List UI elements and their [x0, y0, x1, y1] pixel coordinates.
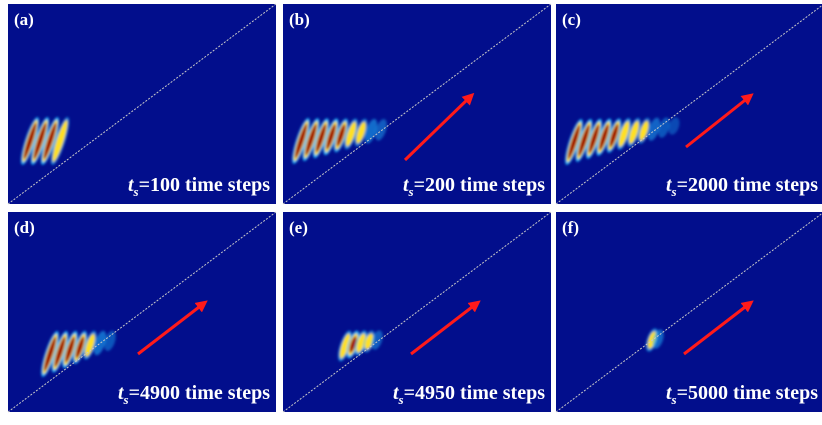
panel-label: (d)	[14, 218, 35, 237]
fringe-outer	[104, 330, 116, 351]
caption-symbol: t	[128, 174, 135, 196]
panel-background	[283, 4, 551, 204]
panel: (a) ts=100 time steps	[7, 3, 277, 205]
panel: (f) ts=5000 time steps	[555, 212, 822, 413]
panel-background	[8, 4, 276, 204]
caption-text: =4900 time steps	[129, 382, 271, 404]
caption: ts=200 time steps	[403, 174, 545, 199]
caption-symbol: t	[666, 174, 673, 196]
fringe-mid	[628, 120, 640, 144]
wave-packet	[41, 330, 116, 377]
caption-text: =200 time steps	[414, 174, 546, 196]
caption-subscript: s	[671, 184, 677, 199]
caption-subscript: s	[671, 392, 677, 407]
fringe-core	[305, 123, 317, 156]
fringe-core	[349, 336, 357, 353]
panel-background	[556, 212, 822, 412]
fringe-mid	[364, 333, 374, 350]
arrow	[137, 300, 208, 356]
fringe-outer	[375, 119, 387, 141]
fringe-outer	[658, 117, 670, 138]
fringe-outer	[647, 117, 661, 141]
fringe-mid	[52, 120, 68, 162]
panel: (e) ts=4950 time steps	[282, 211, 552, 413]
fringe-core	[43, 122, 57, 160]
panel: (c) ts=2000 time steps	[555, 4, 822, 205]
caption-text: =4950 time steps	[404, 382, 546, 404]
fringe-core	[567, 124, 581, 160]
fringe-core	[588, 124, 600, 154]
fringe-core	[33, 122, 47, 160]
caption: ts=2000 time steps	[666, 174, 818, 199]
fringe-core	[23, 122, 37, 160]
fringe-mid	[84, 333, 96, 357]
caption: ts=4900 time steps	[118, 382, 270, 407]
fringe-core	[294, 123, 308, 159]
fringe-mid	[339, 333, 351, 359]
fringe-core	[43, 336, 57, 372]
fringe-core	[336, 124, 346, 147]
arrow	[683, 300, 754, 356]
arrow	[410, 300, 481, 356]
fringe-mid	[618, 121, 630, 147]
panel-background	[8, 212, 276, 412]
caption-text: =5000 time steps	[677, 382, 819, 404]
wave-packet	[20, 117, 70, 165]
caption-text: =2000 time steps	[677, 174, 819, 196]
caption-subscript: s	[133, 184, 139, 199]
fringe-mid	[356, 121, 366, 144]
caption: ts=5000 time steps	[666, 382, 818, 407]
fringe-mid	[345, 121, 357, 147]
caption: ts=100 time steps	[128, 174, 270, 199]
caption-symbol: t	[393, 382, 400, 404]
wave-packet	[292, 118, 387, 164]
caption: ts=4950 time steps	[393, 382, 545, 407]
wave-packet	[565, 117, 680, 165]
caption-symbol: t	[118, 382, 125, 404]
fringe-core	[75, 336, 85, 359]
fringe-outer	[364, 118, 378, 144]
panel-background	[556, 4, 822, 204]
fringe-core	[609, 124, 619, 148]
fringe-core	[315, 124, 327, 153]
panel: (b) ts=200 time steps	[282, 3, 552, 205]
fringe-core	[578, 124, 590, 157]
panel-label: (e)	[289, 218, 308, 237]
wave-packet	[338, 330, 383, 362]
panel-label: (b)	[289, 10, 310, 29]
caption-symbol: t	[403, 174, 410, 196]
fringe-mid	[639, 120, 649, 141]
fringe-mid	[356, 333, 366, 353]
fringe-core	[54, 336, 66, 367]
caption-symbol: t	[666, 382, 673, 404]
fringe-core	[599, 124, 609, 151]
fringe-core	[326, 124, 336, 150]
panel-label: (f)	[562, 218, 579, 237]
arrow	[403, 92, 475, 162]
caption-subscript: s	[398, 392, 404, 407]
arrow	[685, 93, 754, 149]
fringe-outer	[668, 117, 680, 135]
caption-subscript: s	[408, 184, 414, 199]
fringe-outer	[93, 330, 107, 356]
fringe-core	[65, 336, 75, 363]
panel-label: (a)	[14, 10, 34, 29]
panel-background	[283, 212, 551, 412]
panel-label: (c)	[562, 10, 581, 29]
fringe-outer	[371, 330, 383, 350]
caption-subscript: s	[123, 392, 129, 407]
panel: (d) ts=4900 time steps	[7, 211, 277, 413]
caption-text: =100 time steps	[139, 174, 271, 196]
